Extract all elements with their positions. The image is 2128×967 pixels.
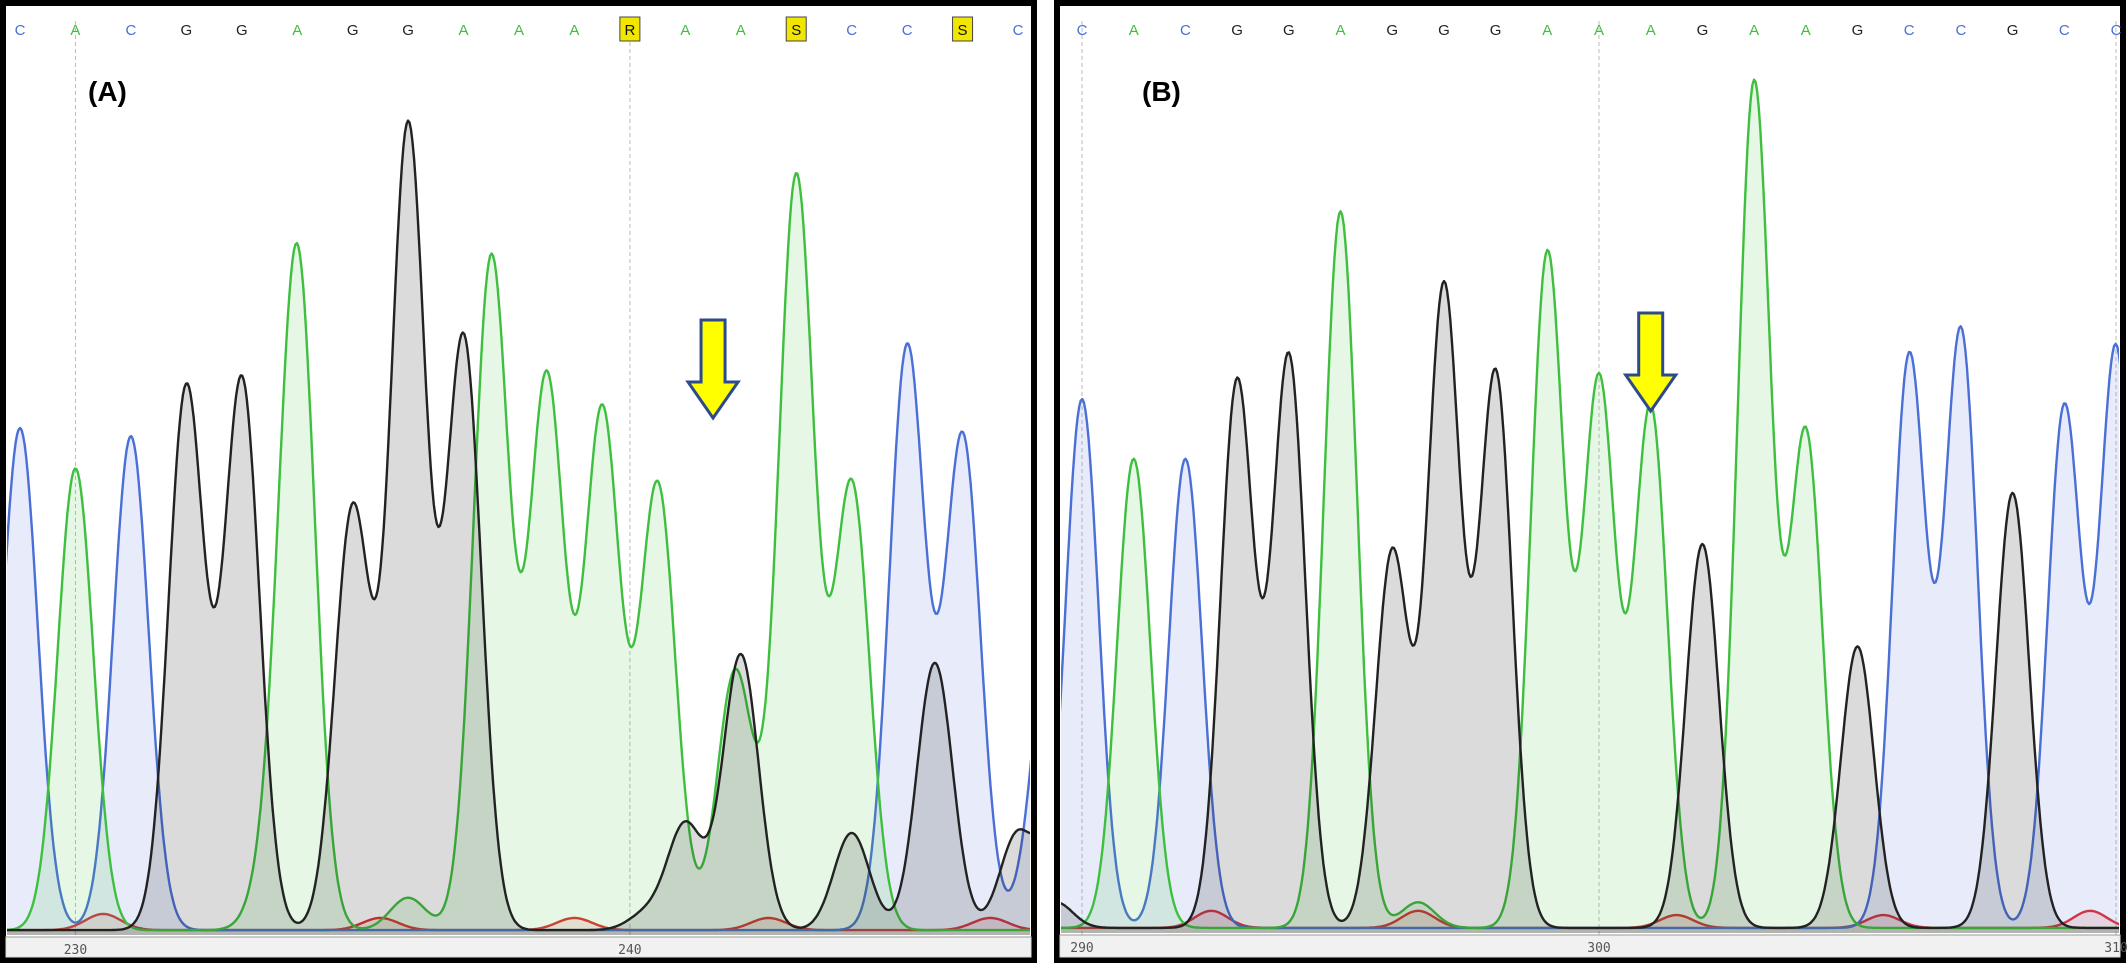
base-call: S (958, 22, 968, 39)
base-call: A (1335, 22, 1345, 39)
base-call: G (1438, 22, 1450, 39)
base-call: G (1697, 22, 1709, 39)
base-call: C (15, 22, 26, 39)
trace-line-G (7, 119, 1030, 932)
base-call: C (1904, 22, 1915, 39)
base-call: C (1013, 22, 1024, 39)
base-call: G (402, 22, 414, 39)
trace-fill-G (1061, 281, 2119, 933)
ambiguous-base-highlight (619, 16, 641, 42)
base-call: A (292, 22, 302, 39)
base-call: G (180, 22, 192, 39)
base-call: G (1283, 22, 1295, 39)
trace-fill-T (1061, 910, 2119, 933)
base-call: C (1077, 22, 1088, 39)
base-call: A (1594, 22, 1604, 39)
trace-fill-C (7, 343, 1030, 935)
base-call: A (1646, 22, 1656, 39)
base-call: C (902, 22, 913, 39)
base-call: C (2111, 22, 2122, 39)
base-call: G (1386, 22, 1398, 39)
base-call: A (70, 22, 80, 39)
base-call: A (736, 22, 746, 39)
base-call: A (459, 22, 469, 39)
base-call: G (1231, 22, 1243, 39)
base-call: A (1129, 22, 1139, 39)
base-call: G (1852, 22, 1864, 39)
base-call: C (1955, 22, 1966, 39)
trace-line-G (1061, 279, 2119, 930)
base-call: A (1542, 22, 1552, 39)
trace-fill-G (7, 120, 1030, 935)
trace-line-A (7, 172, 1030, 932)
trace-fill-A (7, 173, 1030, 935)
panel-b: 290 300 310 C A C G G A G G G A A A G A A G C C G C C (B) (1054, 0, 2128, 963)
panel-label: (A) (88, 76, 127, 107)
ambiguous-base-highlight (952, 16, 974, 42)
base-call: R (624, 22, 635, 39)
base-call: G (236, 22, 248, 39)
base-call: G (347, 22, 359, 39)
ambiguous-base-highlight (785, 16, 807, 42)
base-call: A (1749, 22, 1759, 39)
base-call: A (1801, 22, 1811, 39)
down-arrow-icon (1622, 311, 1679, 414)
tick-label: 310 (2104, 941, 2127, 956)
base-call: A (569, 22, 579, 39)
trace-line-A (1061, 78, 2119, 930)
panel-a: 230 240 C A C G G A G G A A A R A A S C C S C (A) (0, 0, 1037, 963)
base-call: C (1180, 22, 1191, 39)
tick-label: 290 (1070, 941, 1093, 956)
tick-label: 300 (1587, 941, 1610, 956)
base-call: G (2007, 22, 2019, 39)
tick-label: 240 (618, 943, 641, 958)
down-arrow-icon (685, 318, 741, 421)
base-call: C (125, 22, 136, 39)
trace-fill-A (1061, 79, 2119, 933)
base-call: C (846, 22, 857, 39)
panel-label: (B) (1142, 76, 1181, 107)
tick-label: 230 (64, 943, 87, 958)
axis-band (5, 936, 1032, 958)
base-call: G (1490, 22, 1502, 39)
base-call: A (514, 22, 524, 39)
base-call: A (680, 22, 690, 39)
base-call: C (2059, 22, 2070, 39)
plot-area (7, 21, 1030, 937)
base-call: S (791, 22, 801, 39)
plot-area (1061, 21, 2119, 935)
trace-line-C (7, 342, 1030, 932)
